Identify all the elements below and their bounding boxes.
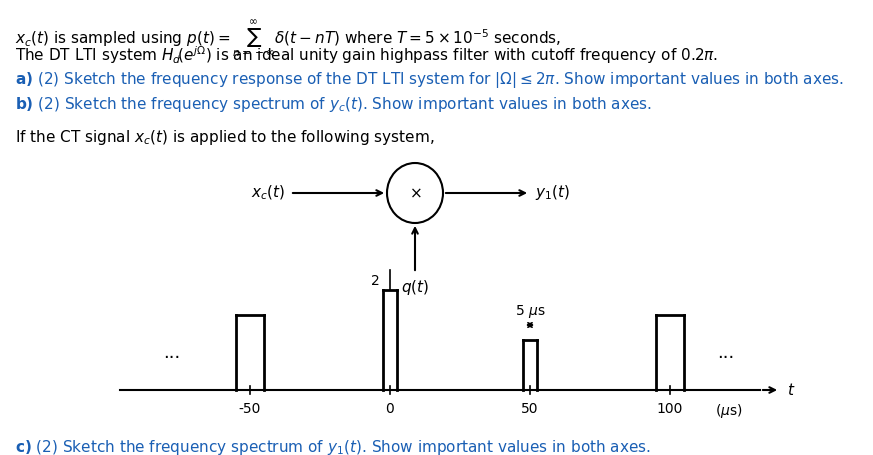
Text: $\times$: $\times$ (409, 186, 422, 201)
Text: $y_1(t)$: $y_1(t)$ (535, 183, 570, 202)
Text: $x_c(t)$: $x_c(t)$ (251, 184, 285, 202)
Text: ...: ... (718, 344, 734, 362)
Text: 100: 100 (656, 402, 684, 416)
Text: -50: -50 (239, 402, 261, 416)
Text: $q(t)$: $q(t)$ (401, 278, 430, 297)
Text: ($\mu$s): ($\mu$s) (715, 402, 743, 420)
Text: $\mathbf{a)}$ (2) Sketch the frequency response of the DT LTI system for $|\Omeg: $\mathbf{a)}$ (2) Sketch the frequency r… (15, 70, 843, 90)
Text: ...: ... (163, 344, 180, 362)
Text: The DT LTI system $H_d\!\left(e^{j\Omega}\right)$ is an ideal unity gain highpas: The DT LTI system $H_d\!\left(e^{j\Omega… (15, 44, 718, 66)
Text: $5\ \mu$s: $5\ \mu$s (515, 303, 546, 320)
Text: $x_c(t)$ is sampled using $p(t) = \sum_{n=-\infty}^{\infty} \delta(t - nT)$ wher: $x_c(t)$ is sampled using $p(t) = \sum_{… (15, 18, 561, 60)
Text: $\mathbf{b)}$ (2) Sketch the frequency spectrum of $y_c(t)$. Show important valu: $\mathbf{b)}$ (2) Sketch the frequency s… (15, 95, 652, 114)
Text: $\mathbf{c)}$ (2) Sketch the frequency spectrum of $y_1(t)$. Show important valu: $\mathbf{c)}$ (2) Sketch the frequency s… (15, 438, 651, 455)
Text: 0: 0 (386, 402, 395, 416)
Text: $2$: $2$ (369, 274, 379, 288)
Text: 50: 50 (521, 402, 539, 416)
Text: If the CT signal $x_c(t)$ is applied to the following system,: If the CT signal $x_c(t)$ is applied to … (15, 128, 435, 147)
Text: $t$: $t$ (787, 382, 795, 398)
